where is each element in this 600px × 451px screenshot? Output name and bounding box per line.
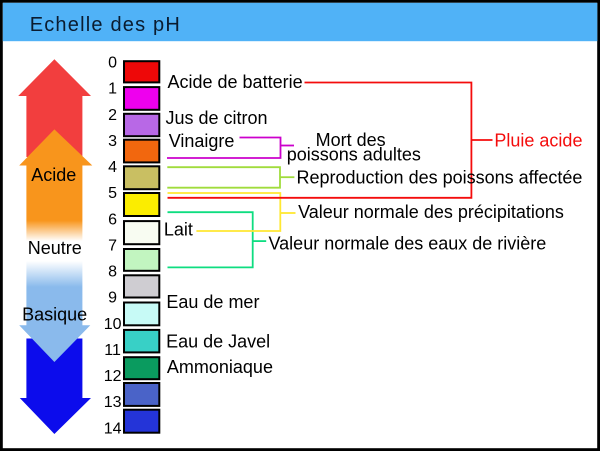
svg-text:12: 12 xyxy=(104,368,122,385)
svg-text:Pluie acide: Pluie acide xyxy=(494,131,582,151)
svg-text:Jus de citron: Jus de citron xyxy=(166,108,268,128)
svg-text:Vinaigre: Vinaigre xyxy=(169,131,235,151)
svg-text:Acide de batterie: Acide de batterie xyxy=(168,72,303,92)
svg-text:7: 7 xyxy=(108,237,117,254)
svg-text:5: 5 xyxy=(108,185,117,202)
svg-text:9: 9 xyxy=(108,290,117,307)
svg-text:Eau de mer: Eau de mer xyxy=(166,292,259,312)
svg-text:Reproduction des poissons affe: Reproduction des poissons affectée xyxy=(297,167,583,187)
svg-text:Neutre: Neutre xyxy=(28,238,82,258)
svg-text:4: 4 xyxy=(108,159,117,176)
svg-text:2: 2 xyxy=(108,107,117,124)
svg-text:Mort des: Mort des xyxy=(316,130,386,150)
svg-text:13: 13 xyxy=(104,394,122,411)
svg-text:poissons adultes: poissons adultes xyxy=(287,145,421,165)
svg-text:0: 0 xyxy=(108,55,117,72)
svg-text:3: 3 xyxy=(108,133,117,150)
svg-text:Basique: Basique xyxy=(22,305,87,325)
svg-text:Echelle des pH: Echelle des pH xyxy=(30,14,181,36)
svg-text:6: 6 xyxy=(108,211,117,228)
svg-text:Valeur normale des précipitati: Valeur normale des précipitations xyxy=(298,202,564,222)
svg-text:8: 8 xyxy=(108,264,117,281)
svg-text:Ammoniaque: Ammoniaque xyxy=(167,357,273,377)
svg-text:Lait: Lait xyxy=(164,220,193,240)
svg-text:Acide: Acide xyxy=(31,165,76,185)
svg-text:1: 1 xyxy=(108,81,117,98)
svg-text:14: 14 xyxy=(104,420,122,437)
svg-text:Valeur normale des eaux de riv: Valeur normale des eaux de rivière xyxy=(269,233,547,253)
svg-text:11: 11 xyxy=(104,342,121,359)
svg-text:10: 10 xyxy=(104,316,122,333)
svg-text:Eau de Javel: Eau de Javel xyxy=(166,332,270,352)
